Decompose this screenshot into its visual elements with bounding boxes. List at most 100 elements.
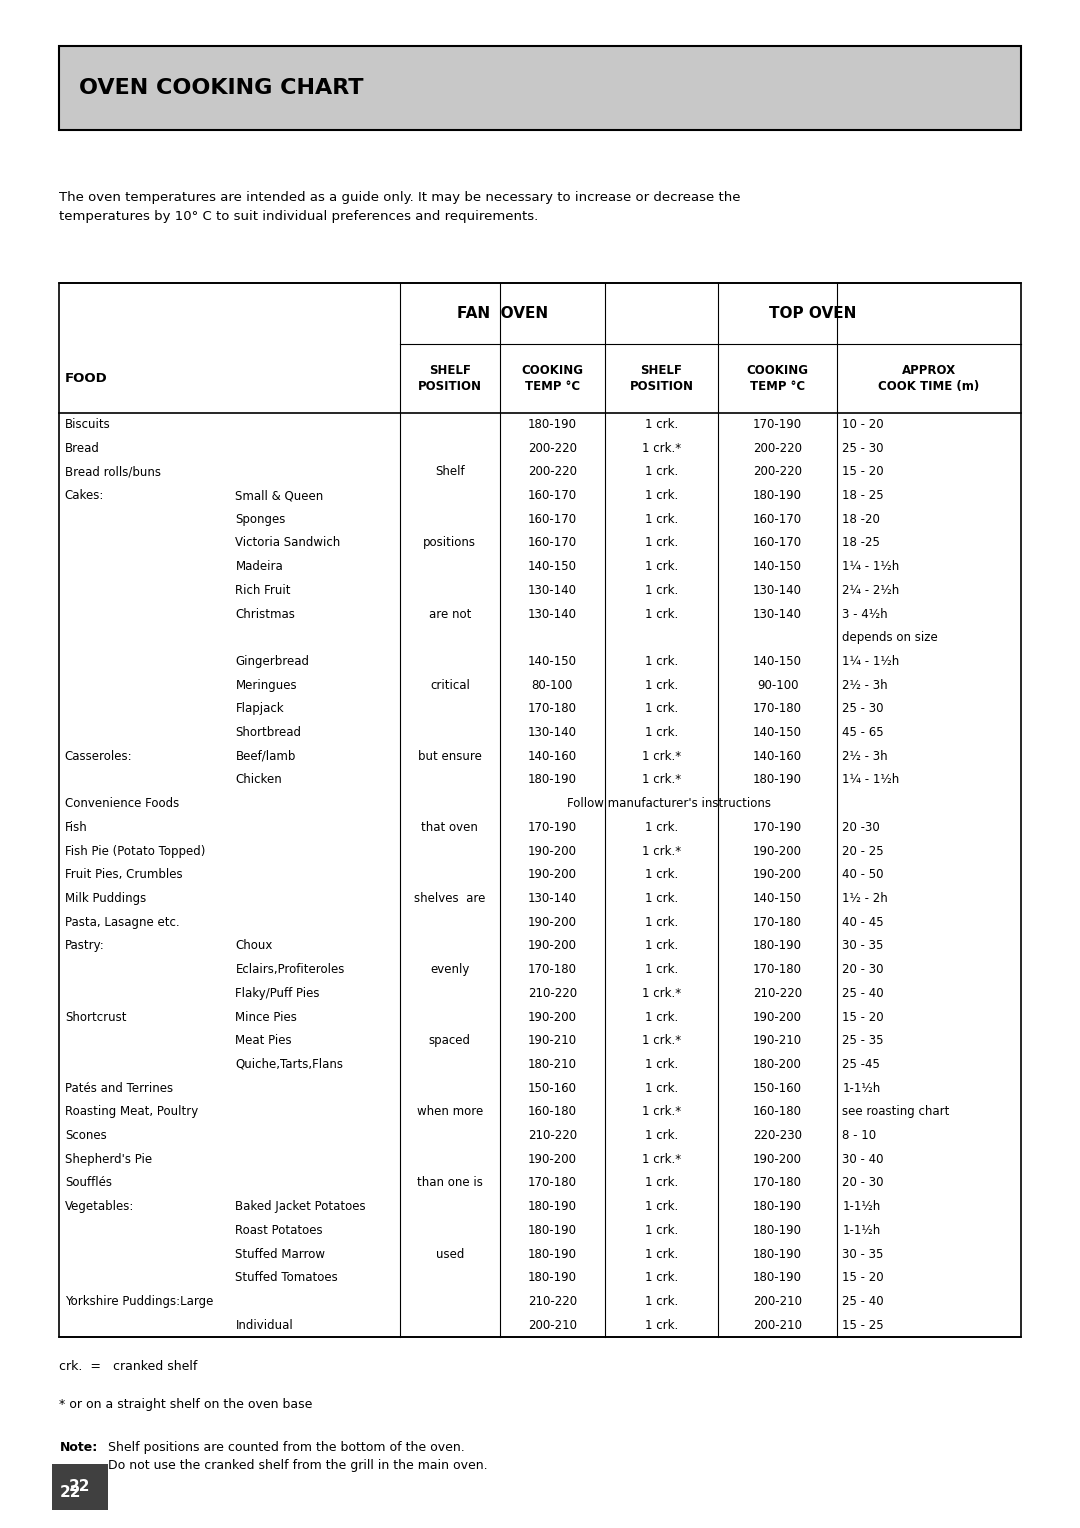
Text: 1¼ - 1½h: 1¼ - 1½h (842, 561, 900, 573)
Text: Beef/lamb: Beef/lamb (235, 750, 296, 762)
Text: 200-220: 200-220 (528, 442, 577, 455)
Text: 1 crk.: 1 crk. (645, 1294, 678, 1308)
Text: 1-1½h: 1-1½h (842, 1199, 880, 1213)
Text: 170-180: 170-180 (528, 963, 577, 976)
Text: 40 - 45: 40 - 45 (842, 915, 885, 929)
Text: Fish Pie (Potato Topped): Fish Pie (Potato Topped) (65, 845, 205, 857)
Text: 170-180: 170-180 (753, 963, 802, 976)
Text: Convenience Foods: Convenience Foods (65, 798, 179, 810)
Text: positions: positions (423, 536, 476, 550)
Text: 1 crk.*: 1 crk.* (642, 845, 681, 857)
Text: 30 - 35: 30 - 35 (842, 1247, 883, 1261)
Text: 25 - 30: 25 - 30 (842, 442, 883, 455)
Text: 190-210: 190-210 (753, 1034, 802, 1047)
Text: Fruit Pies, Crumbles: Fruit Pies, Crumbles (65, 868, 183, 882)
Text: SHELF
POSITION: SHELF POSITION (418, 364, 482, 393)
Text: 1 crk.: 1 crk. (645, 1271, 678, 1284)
Text: 1 crk.*: 1 crk.* (642, 1152, 681, 1166)
Text: 1 crk.: 1 crk. (645, 1057, 678, 1071)
Text: 160-170: 160-170 (528, 513, 577, 526)
Text: 190-200: 190-200 (753, 845, 802, 857)
Text: 1 crk.: 1 crk. (645, 678, 678, 692)
Text: 1 crk.: 1 crk. (645, 1082, 678, 1094)
Text: 180-190: 180-190 (753, 1199, 802, 1213)
Text: Cakes:: Cakes: (65, 489, 104, 503)
Text: 2½ - 3h: 2½ - 3h (842, 750, 888, 762)
Text: 190-200: 190-200 (753, 1152, 802, 1166)
Text: when more: when more (417, 1105, 483, 1118)
Text: than one is: than one is (417, 1177, 483, 1189)
Text: but ensure: but ensure (418, 750, 482, 762)
Text: 160-170: 160-170 (753, 513, 802, 526)
Text: * or on a straight shelf on the oven base: * or on a straight shelf on the oven bas… (59, 1398, 313, 1412)
Text: Victoria Sandwich: Victoria Sandwich (235, 536, 340, 550)
Text: shelves  are: shelves are (414, 892, 486, 905)
Text: 190-200: 190-200 (528, 868, 577, 882)
Text: 170-180: 170-180 (753, 703, 802, 715)
Text: 1 crk.: 1 crk. (645, 536, 678, 550)
Text: TOP OVEN: TOP OVEN (769, 306, 856, 321)
Text: 1 crk.: 1 crk. (645, 1199, 678, 1213)
Text: 1 crk.: 1 crk. (645, 561, 678, 573)
Text: 1 crk.: 1 crk. (645, 466, 678, 478)
Text: 180-190: 180-190 (528, 419, 577, 431)
Text: COOKING
TEMP °C: COOKING TEMP °C (522, 364, 583, 393)
Text: Shortbread: Shortbread (235, 726, 301, 740)
Text: 1¼ - 1½h: 1¼ - 1½h (842, 773, 900, 787)
Text: 150-160: 150-160 (528, 1082, 577, 1094)
Text: 40 - 50: 40 - 50 (842, 868, 883, 882)
Text: 140-160: 140-160 (528, 750, 577, 762)
Text: 15 - 20: 15 - 20 (842, 1271, 885, 1284)
Text: 130-140: 130-140 (528, 608, 577, 620)
Text: 130-140: 130-140 (753, 584, 802, 597)
Text: 140-160: 140-160 (753, 750, 802, 762)
Text: 15 - 25: 15 - 25 (842, 1319, 885, 1331)
Text: Baked Jacket Potatoes: Baked Jacket Potatoes (235, 1199, 366, 1213)
Text: 180-190: 180-190 (528, 1271, 577, 1284)
Text: 210-220: 210-220 (528, 987, 577, 999)
Text: depends on size: depends on size (842, 631, 939, 645)
Text: 80-100: 80-100 (531, 678, 573, 692)
Text: Mince Pies: Mince Pies (235, 1010, 297, 1024)
Text: 130-140: 130-140 (528, 892, 577, 905)
Text: 1 crk.*: 1 crk.* (642, 750, 681, 762)
Text: 2¼ - 2½h: 2¼ - 2½h (842, 584, 900, 597)
Text: 1 crk.: 1 crk. (645, 726, 678, 740)
Text: 25 - 40: 25 - 40 (842, 987, 885, 999)
Text: COOKING
TEMP °C: COOKING TEMP °C (746, 364, 809, 393)
Text: 1 crk.: 1 crk. (645, 489, 678, 503)
Text: 1 crk.: 1 crk. (645, 1319, 678, 1331)
Text: 180-210: 180-210 (528, 1057, 577, 1071)
Text: 8 - 10: 8 - 10 (842, 1129, 877, 1141)
Text: 140-150: 140-150 (753, 892, 802, 905)
Text: 1 crk.*: 1 crk.* (642, 773, 681, 787)
Text: 130-140: 130-140 (753, 608, 802, 620)
Text: Small & Queen: Small & Queen (235, 489, 324, 503)
Text: 170-190: 170-190 (528, 821, 577, 834)
Text: 1 crk.*: 1 crk.* (642, 442, 681, 455)
Text: Meat Pies: Meat Pies (235, 1034, 292, 1047)
Text: 1 crk.: 1 crk. (645, 915, 678, 929)
Text: 180-190: 180-190 (528, 773, 577, 787)
Text: OVEN COOKING CHART: OVEN COOKING CHART (79, 78, 363, 98)
Text: 160-170: 160-170 (528, 536, 577, 550)
Text: 200-220: 200-220 (753, 442, 802, 455)
Text: The oven temperatures are intended as a guide only. It may be necessary to incre: The oven temperatures are intended as a … (59, 191, 741, 223)
Text: 220-230: 220-230 (753, 1129, 802, 1141)
Text: 180-190: 180-190 (528, 1224, 577, 1236)
Text: 210-220: 210-220 (528, 1129, 577, 1141)
Text: Casseroles:: Casseroles: (65, 750, 133, 762)
Text: 1 crk.: 1 crk. (645, 584, 678, 597)
Text: 130-140: 130-140 (528, 726, 577, 740)
Text: are not: are not (429, 608, 471, 620)
Text: 170-190: 170-190 (753, 821, 802, 834)
Text: SHELF
POSITION: SHELF POSITION (630, 364, 693, 393)
Text: 1 crk.: 1 crk. (645, 868, 678, 882)
Text: Flapjack: Flapjack (235, 703, 284, 715)
Text: Stuffed Tomatoes: Stuffed Tomatoes (235, 1271, 338, 1284)
Text: 140-150: 140-150 (753, 561, 802, 573)
Text: 18 -25: 18 -25 (842, 536, 880, 550)
Text: Individual: Individual (235, 1319, 293, 1331)
Text: 1 crk.: 1 crk. (645, 608, 678, 620)
Text: 180-190: 180-190 (753, 1271, 802, 1284)
